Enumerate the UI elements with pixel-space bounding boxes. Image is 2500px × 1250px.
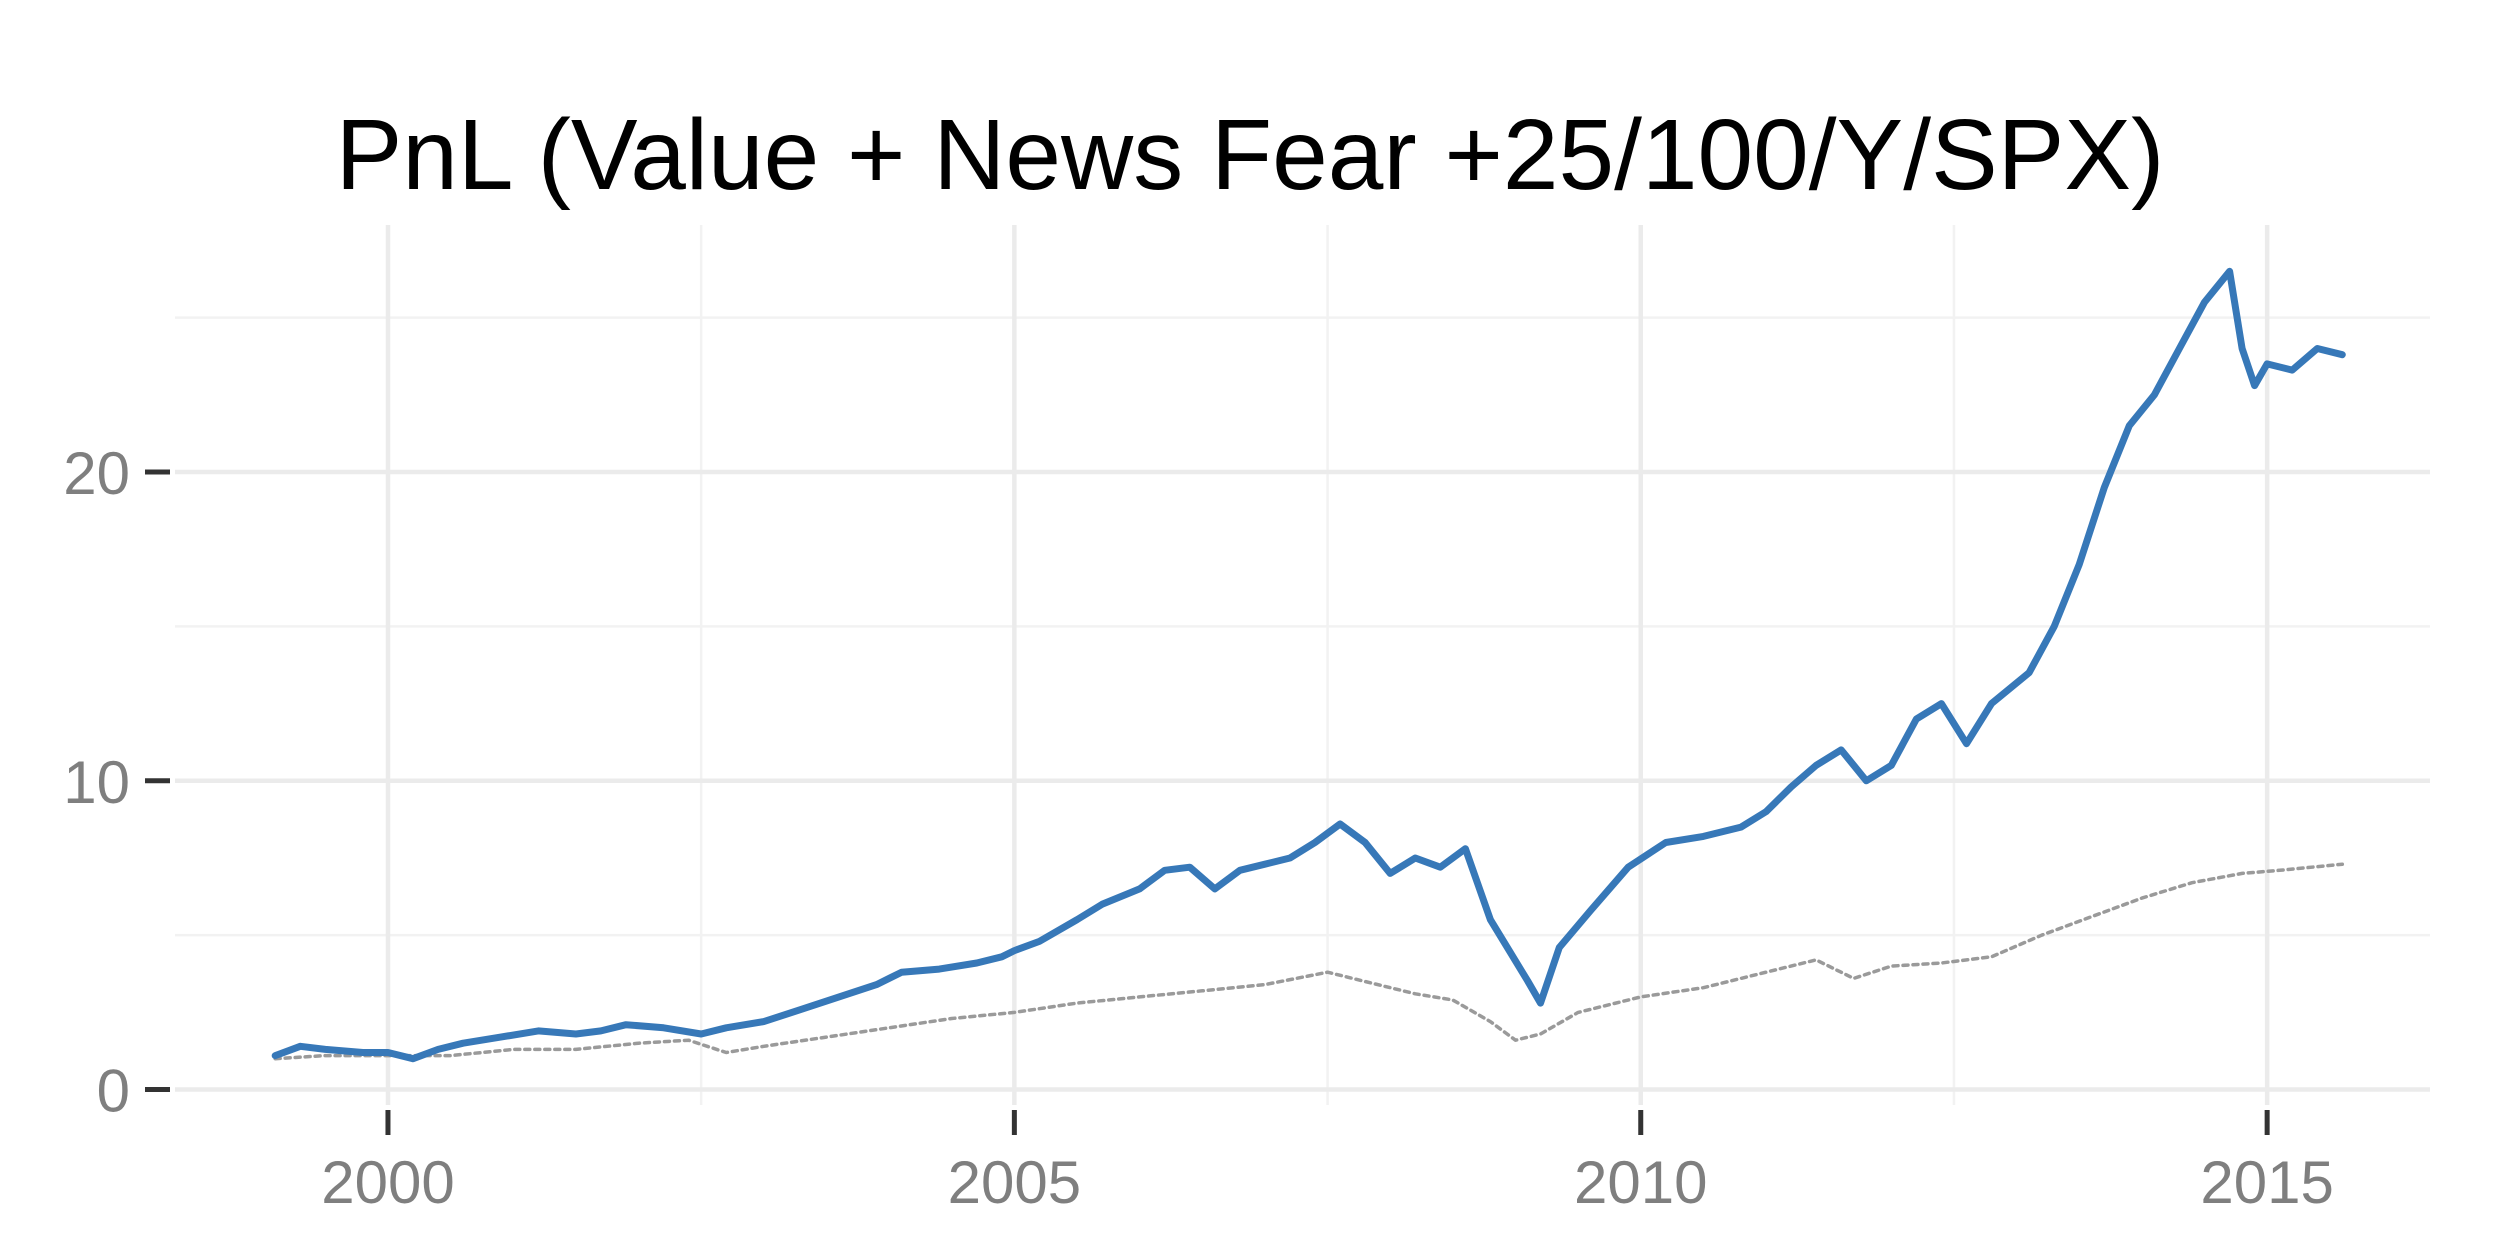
grid-layer bbox=[175, 225, 2430, 1105]
y-tick-label: 0 bbox=[97, 1058, 130, 1125]
x-tick-label: 2000 bbox=[321, 1149, 454, 1216]
benchmark-series-line bbox=[273, 862, 2345, 1061]
axis-layer: 0 10 20 2000 2005 2010 2015 bbox=[63, 440, 2334, 1216]
strategy-series-line bbox=[271, 267, 2346, 1063]
chart-title: PnL (Value + News Fear +25/100/Y/SPX) bbox=[335, 99, 2165, 211]
x-tick-label: 2015 bbox=[2200, 1149, 2333, 1216]
x-tick-label: 2005 bbox=[948, 1149, 1081, 1216]
x-tick-label: 2010 bbox=[1574, 1149, 1707, 1216]
series-layer bbox=[271, 267, 2346, 1063]
y-tick-label: 20 bbox=[63, 440, 130, 507]
y-tick-label: 10 bbox=[63, 749, 130, 816]
